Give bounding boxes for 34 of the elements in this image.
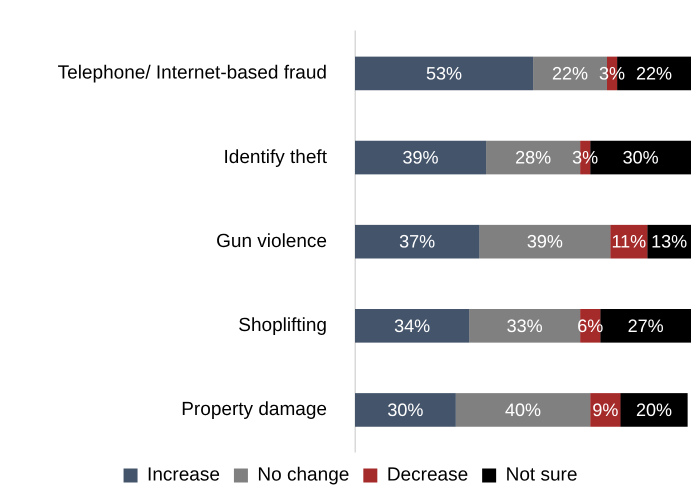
- bar: [479, 224, 610, 259]
- bar: [355, 140, 486, 174]
- data-label: 27%: [628, 316, 664, 336]
- legend-label: No change: [257, 464, 350, 486]
- data-label: 22%: [636, 63, 672, 84]
- legend-label: Decrease: [386, 464, 468, 486]
- data-label: 53%: [426, 63, 462, 84]
- data-label: 20%: [636, 400, 672, 420]
- data-label: 22%: [552, 63, 588, 84]
- y-tick-label: Telephone/ Internet-based fraud: [58, 62, 327, 84]
- y-tick-label: Property damage: [181, 399, 327, 420]
- y-tick-label: Gun violence: [216, 230, 327, 252]
- data-label: 33%: [506, 316, 543, 336]
- data-label: 37%: [399, 232, 436, 252]
- data-label: 39%: [526, 232, 563, 252]
- y-tick-label: Identify theft: [223, 146, 328, 168]
- bar: [355, 393, 456, 427]
- data-label: 34%: [394, 316, 430, 336]
- data-label: 30%: [622, 148, 659, 168]
- data-label: 40%: [504, 400, 542, 420]
- legend-label: Not sure: [506, 464, 578, 486]
- data-label: 11%: [611, 232, 646, 252]
- y-tick-label: Shoplifting: [238, 315, 327, 336]
- data-label: 39%: [402, 148, 439, 168]
- legend-label: Increase: [147, 464, 220, 486]
- data-label: 30%: [387, 400, 424, 420]
- data-label: 9%: [592, 400, 618, 420]
- bar: [456, 393, 590, 427]
- bar: [620, 393, 688, 427]
- bar: [355, 224, 480, 259]
- bar: [355, 56, 534, 90]
- data-label: 28%: [515, 148, 552, 168]
- data-label: 13%: [651, 232, 688, 252]
- bar: [355, 308, 470, 343]
